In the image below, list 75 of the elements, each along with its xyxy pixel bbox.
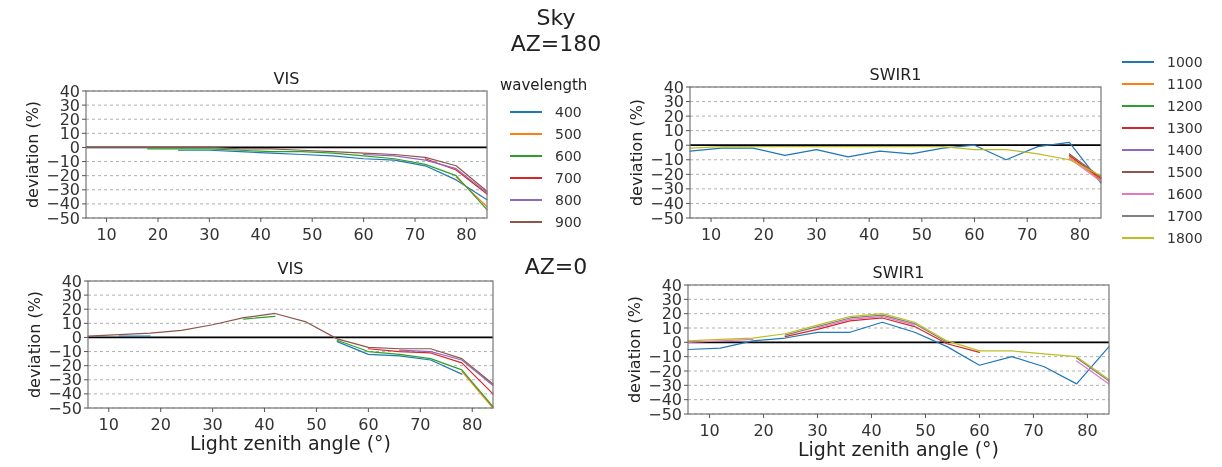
x-tick-label: 60 [969, 421, 990, 440]
legend-label: 1300 [1167, 119, 1203, 136]
legend-label: 900 [555, 213, 582, 230]
x-tick-label: 20 [150, 415, 171, 434]
legend-label: 400 [555, 103, 582, 120]
text: AZ=0 [524, 254, 588, 279]
x-tick-label: 70 [1023, 421, 1044, 440]
x-tick-label: 80 [456, 225, 477, 244]
legend-label: 1000 [1167, 53, 1203, 70]
x-tick-label: 70 [1017, 225, 1038, 244]
x-axis-title: Light zenith angle (°) [797, 438, 1000, 460]
y-axis-title: deviation (%) [625, 295, 644, 404]
x-tick-label: 60 [964, 225, 985, 244]
legend-label: 1100 [1167, 75, 1203, 92]
y-tick-label: −50 [648, 404, 682, 424]
y-axis-title: deviation (%) [627, 98, 646, 207]
line-series [689, 146, 1102, 177]
legend-title: wavelength [500, 76, 588, 94]
legend-label: 500 [555, 125, 582, 142]
legend-label: 1800 [1167, 229, 1203, 246]
legend-label: 700 [555, 169, 582, 186]
x-tick-label: 50 [306, 415, 327, 434]
x-tick-label: 30 [807, 421, 828, 440]
line-series [177, 149, 488, 201]
line-series [147, 148, 488, 211]
chart-title: VIS [277, 259, 304, 278]
text: AZ=180 [510, 31, 602, 56]
line-series [85, 146, 488, 192]
x-tick-label: 40 [254, 415, 275, 434]
chart-title: VIS [273, 69, 300, 88]
x-tick-label: 80 [462, 415, 483, 434]
x-tick-label: 20 [147, 225, 169, 244]
line-series [689, 141, 1102, 184]
x-tick-label: 10 [96, 225, 117, 244]
y-tick-label: −50 [46, 208, 80, 228]
legend-label: 1600 [1167, 185, 1203, 202]
line-series [784, 317, 981, 353]
x-tick-label: 40 [250, 225, 271, 244]
x-tick-label: 80 [1069, 225, 1091, 244]
x-tick-label: 40 [858, 225, 880, 244]
y-tick-label: −50 [48, 398, 82, 418]
legend-label: 1400 [1167, 141, 1203, 158]
x-tick-label: 50 [302, 225, 323, 244]
text: Sky [536, 5, 576, 30]
x-tick-label: 70 [404, 225, 426, 244]
x-tick-label: 50 [911, 225, 933, 244]
chart-title: SWIR1 [872, 263, 925, 282]
x-axis-title: Light zenith angle (°) [189, 432, 392, 454]
legend-label: 800 [555, 191, 582, 208]
line-series [363, 153, 488, 194]
legend-label: 1200 [1167, 97, 1203, 114]
x-tick-label: 80 [1077, 421, 1098, 440]
x-tick-label: 60 [353, 225, 374, 244]
line-series [87, 312, 494, 385]
x-tick-label: 10 [699, 421, 720, 440]
x-tick-label: 20 [753, 421, 774, 440]
x-tick-label: 20 [753, 225, 774, 244]
x-tick-label: 10 [700, 225, 722, 244]
x-tick-label: 70 [410, 415, 431, 434]
chart-title: SWIR1 [869, 65, 922, 84]
legend-label: 600 [555, 147, 582, 164]
x-tick-label: 30 [806, 225, 827, 244]
x-tick-label: 30 [202, 415, 223, 434]
x-tick-label: 40 [861, 421, 882, 440]
legend-label: 1700 [1167, 207, 1203, 224]
x-tick-label: 30 [199, 225, 220, 244]
y-tick-label: −50 [650, 208, 684, 228]
x-tick-label: 10 [98, 415, 119, 434]
y-axis-title: deviation (%) [25, 290, 44, 399]
x-tick-label: 60 [358, 415, 379, 434]
x-tick-label: 50 [915, 421, 936, 440]
y-axis-title: deviation (%) [23, 100, 42, 209]
line-series [367, 348, 494, 395]
legend-label: 1500 [1167, 163, 1203, 180]
line-series [398, 349, 494, 387]
